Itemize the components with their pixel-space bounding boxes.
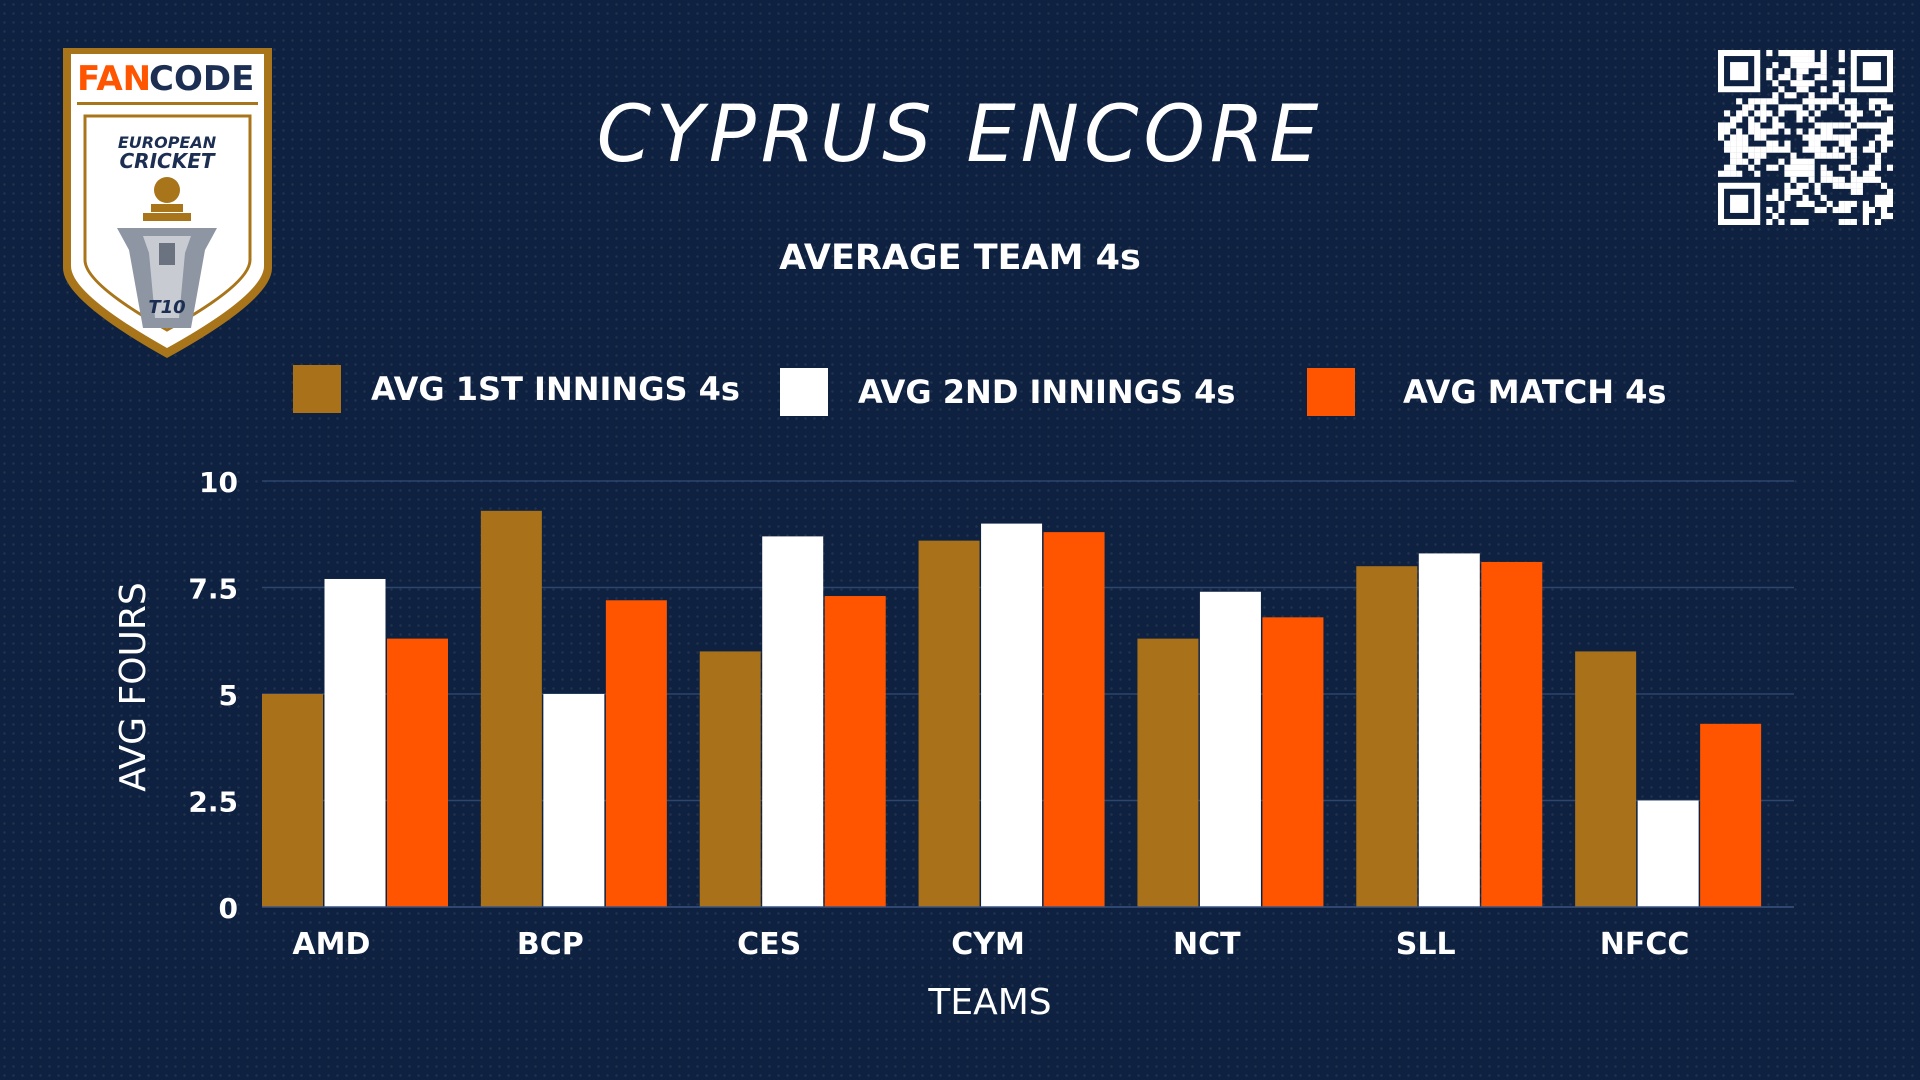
x-axis-title: TEAMS [927,982,1051,1023]
legend-item-match: AVG MATCH 4s [1307,368,1666,416]
x-tick-label: CES [737,927,801,962]
legend-label-1st-innings: AVG 1ST INNINGS 4s [371,370,740,408]
bar-sll-series-2 [1418,553,1480,907]
bar-sll-series-1 [1356,566,1418,907]
y-tick-label: 10 [199,466,238,499]
x-tick-label: NFCC [1600,927,1690,962]
bar-cym-series-1 [918,540,980,907]
logo-line-european: EUROPEAN [118,133,217,152]
y-tick-label: 0 [219,892,238,925]
bar-amd-series-1 [262,694,323,907]
bar-bcp-series-2 [543,694,605,907]
bar-nct-series-2 [1199,591,1261,907]
y-tick-label: 5 [219,679,238,712]
x-tick-label: SLL [1396,927,1456,962]
bar-nfcc-series-3 [1700,723,1762,907]
bar-cym-series-2 [981,523,1043,907]
logo-brand-code: CODE [149,59,254,99]
y-tick-label: 2.5 [188,786,238,819]
legend-item-2nd-innings: AVG 2ND INNINGS 4s [780,368,1235,416]
qr-code-icon [1718,50,1893,225]
x-tick-label: BCP [517,927,584,962]
bar-amd-series-3 [387,638,448,907]
fancode-european-cricket-logo: FAN CODE EUROPEAN CRICKET T10 [63,48,272,358]
logo-brand-fan: FAN [77,59,151,99]
bar-ces-series-3 [824,596,886,907]
legend-swatch-1st-innings [293,365,341,413]
logo-line-cricket: CRICKET [120,149,216,173]
logo-badge-t10: T10 [148,297,185,318]
legend-label-match: AVG MATCH 4s [1403,373,1667,411]
chart-subtitle: AVERAGE TEAM 4s [779,238,1141,278]
bar-bcp-series-3 [605,600,667,907]
bar-nct-series-1 [1137,638,1199,907]
ball-icon [154,177,180,203]
bar-bcp-series-1 [480,510,542,907]
bar-amd-series-2 [324,578,386,907]
legend-swatch-2nd-innings [780,368,828,416]
bar-sll-series-3 [1481,561,1543,907]
bar-nfcc-series-2 [1637,800,1699,907]
x-tick-label: AMD [292,927,370,962]
bar-cym-series-3 [1043,532,1105,907]
bar-ces-series-2 [762,536,824,907]
x-tick-label: CYM [951,927,1025,962]
bar-nfcc-series-1 [1575,651,1637,907]
page-title: CYPRUS ENCORE [596,90,1324,180]
x-tick-label: NCT [1173,927,1241,962]
legend-label-2nd-innings: AVG 2ND INNINGS 4s [858,373,1236,411]
legend-item-1st-innings: AVG 1ST INNINGS 4s [293,365,740,413]
y-tick-label: 7.5 [188,573,238,606]
bar-ces-series-1 [699,651,761,907]
bar-nct-series-3 [1262,617,1324,907]
y-axis-title: AVG FOURS [113,582,154,792]
legend-swatch-match [1307,368,1355,416]
